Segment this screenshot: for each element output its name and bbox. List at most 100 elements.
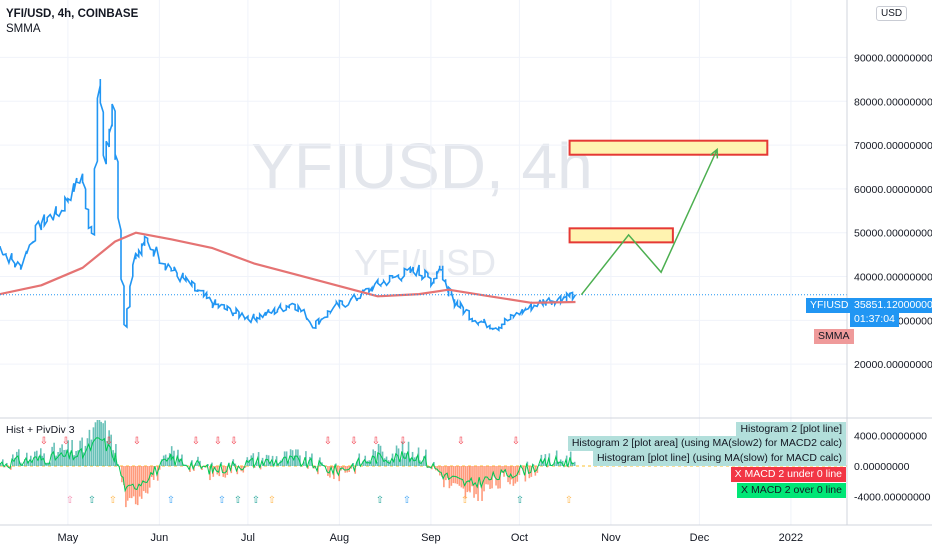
indicator-legend-item[interactable]: Histogram 2 [plot area] (using MA(slow2)… bbox=[568, 436, 846, 451]
histogram-bar bbox=[216, 466, 218, 474]
target-zone-box[interactable] bbox=[570, 228, 673, 242]
histogram-bar bbox=[145, 466, 147, 493]
histogram-bar bbox=[59, 448, 61, 466]
histogram-bar bbox=[497, 466, 499, 489]
pivot-down-marker: ⇩ bbox=[457, 436, 465, 447]
histogram-bar bbox=[487, 466, 489, 485]
price-tick-label: 70000.00000000 bbox=[854, 140, 932, 152]
histogram-bar bbox=[55, 456, 57, 466]
histogram-bar bbox=[475, 466, 477, 494]
pivot-down-marker: ⇩ bbox=[62, 436, 70, 447]
histogram-bar bbox=[515, 466, 517, 484]
indicator-legend-item[interactable]: X MACD 2 over 0 line bbox=[737, 483, 846, 498]
histogram-bar bbox=[97, 420, 99, 466]
histogram-bar bbox=[151, 466, 153, 477]
histogram-bar bbox=[327, 466, 329, 476]
histogram-bar bbox=[396, 445, 398, 466]
price-tick-label: 90000.00000000 bbox=[854, 52, 932, 64]
histogram-bar bbox=[135, 466, 137, 504]
histogram-bar bbox=[414, 457, 416, 466]
indicator-legend-item[interactable]: Histogram [plot line] (using MA(slow) fo… bbox=[593, 451, 846, 466]
projection-path[interactable] bbox=[581, 150, 717, 295]
histogram-bar bbox=[143, 466, 145, 491]
time-tick-label: Oct bbox=[511, 532, 528, 544]
pivot-up-marker: ⇧ bbox=[167, 495, 175, 506]
pivot-down-marker: ⇩ bbox=[399, 436, 407, 447]
histogram-bar bbox=[461, 466, 463, 487]
last-price-symbol-tag: YFIUSD bbox=[806, 298, 853, 313]
pivot-up-marker: ⇧ bbox=[109, 495, 117, 506]
histogram-bar bbox=[485, 466, 487, 484]
smma-tag: SMMA bbox=[814, 329, 854, 344]
histogram-bar bbox=[457, 466, 459, 484]
pivot-up-marker: ⇧ bbox=[66, 495, 74, 506]
histogram-bar bbox=[404, 453, 406, 466]
histogram-bar bbox=[290, 449, 292, 466]
pivot-up-marker: ⇧ bbox=[88, 495, 96, 506]
histogram-bar bbox=[280, 460, 282, 466]
countdown-tag: 01:37:04 bbox=[850, 312, 899, 327]
price-tick-label: 50000.00000000 bbox=[854, 228, 932, 240]
histogram-bar bbox=[100, 422, 102, 466]
price-tick-label: 60000.00000000 bbox=[854, 184, 932, 196]
pivot-down-marker: ⇩ bbox=[40, 436, 48, 447]
indicator-title[interactable]: Hist + PivDiv 3 bbox=[6, 424, 75, 436]
histogram-bar bbox=[366, 461, 368, 466]
histogram-bar bbox=[455, 466, 457, 483]
histogram-bar bbox=[513, 466, 515, 486]
histogram-bar bbox=[99, 420, 101, 466]
price-series-line[interactable] bbox=[0, 79, 576, 330]
histogram-bar bbox=[489, 466, 491, 489]
pivot-down-marker: ⇩ bbox=[230, 436, 238, 447]
pivot-down-marker: ⇩ bbox=[350, 436, 358, 447]
histogram-bar bbox=[41, 456, 43, 466]
time-tick-label: Jul bbox=[241, 532, 255, 544]
target-zone-box[interactable] bbox=[570, 141, 768, 155]
histogram-bar bbox=[495, 466, 497, 486]
histogram-bar bbox=[125, 466, 127, 507]
time-tick-label: 2022 bbox=[779, 532, 803, 544]
pivot-up-marker: ⇧ bbox=[268, 495, 276, 506]
histogram-bar bbox=[163, 456, 165, 466]
currency-button[interactable]: USD bbox=[876, 6, 907, 21]
indicator-smma-label[interactable]: SMMA bbox=[6, 23, 41, 35]
time-tick-label: Aug bbox=[330, 532, 350, 544]
pivot-up-marker: ⇧ bbox=[252, 495, 260, 506]
histogram-bar bbox=[75, 451, 77, 466]
indicator-legend-item[interactable]: X MACD 2 under 0 line bbox=[731, 467, 846, 482]
pivot-down-marker: ⇩ bbox=[324, 436, 332, 447]
histogram-bar bbox=[449, 466, 451, 488]
histogram-bar bbox=[372, 449, 374, 466]
histogram-bar bbox=[284, 451, 286, 466]
histogram-bar bbox=[87, 438, 89, 466]
histogram-bar bbox=[250, 455, 252, 466]
pivot-up-marker: ⇧ bbox=[516, 495, 524, 506]
histogram-bar bbox=[131, 466, 133, 498]
symbol-header[interactable]: YFI/USD, 4h, COINBASE bbox=[6, 8, 138, 20]
last-price-value-tag: 35851.12000000 bbox=[850, 298, 932, 313]
histogram-bar bbox=[34, 452, 36, 466]
pivot-down-marker: ⇩ bbox=[192, 436, 200, 447]
price-tick-label: 20000.00000000 bbox=[854, 359, 932, 371]
histogram-bar bbox=[453, 466, 455, 483]
histogram-bar bbox=[574, 462, 576, 466]
time-tick-label: Nov bbox=[601, 532, 621, 544]
histogram-bar bbox=[473, 466, 475, 498]
histogram-bar bbox=[16, 452, 18, 466]
indicator-legend-item[interactable]: Histogram 2 [plot line] bbox=[736, 422, 846, 437]
histogram-bar bbox=[121, 466, 123, 482]
histogram-bar bbox=[344, 466, 346, 473]
pivot-up-marker: ⇧ bbox=[376, 495, 384, 506]
pivot-down-marker: ⇩ bbox=[105, 436, 113, 447]
histogram-bar bbox=[51, 447, 53, 466]
histogram-bar bbox=[57, 452, 59, 466]
pivot-up-marker: ⇧ bbox=[403, 495, 411, 506]
histogram-bar bbox=[439, 466, 441, 475]
price-tick-label: 40000.00000000 bbox=[854, 272, 932, 284]
pivot-down-marker: ⇩ bbox=[133, 436, 141, 447]
histogram-bar bbox=[266, 455, 268, 466]
histogram-bar bbox=[95, 422, 97, 466]
histogram-bar bbox=[133, 466, 135, 496]
watermark-symbol: YFIUSD, 4h bbox=[251, 130, 592, 202]
